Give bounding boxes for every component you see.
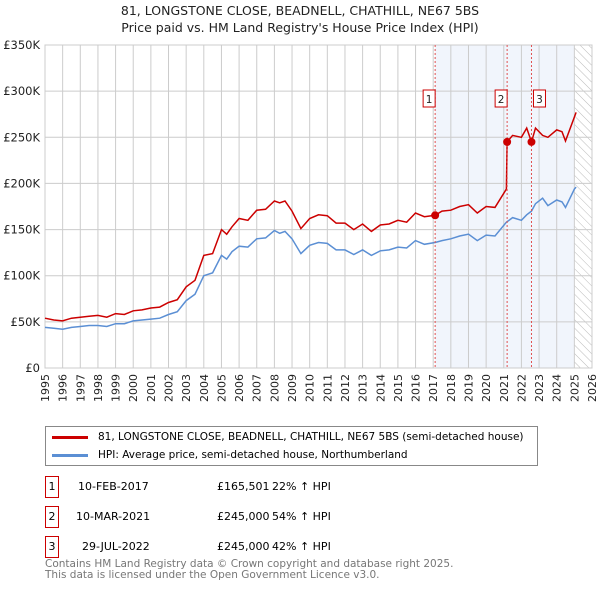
sale-marker-box xyxy=(532,89,546,108)
legend-label: HPI: Average price, semi-detached house,… xyxy=(98,449,408,461)
x-tick-label: 2011 xyxy=(321,374,334,402)
x-tick-label: 2025 xyxy=(568,374,581,402)
sale-point xyxy=(527,137,536,146)
sale-price: £165,501 xyxy=(217,480,270,493)
y-tick-label: £100K xyxy=(3,269,40,283)
table-row: 3 29-JUL-2022 £245,000 42% ↑ HPI xyxy=(45,536,545,558)
sale-marker-label: 1 xyxy=(426,94,433,106)
y-tick-label: £50K xyxy=(11,315,41,329)
x-tick-label: 2004 xyxy=(198,374,211,402)
x-tick-label: 2009 xyxy=(286,374,299,402)
x-tick-label: 2014 xyxy=(374,374,387,402)
sale-date: 29-JUL-2022 xyxy=(82,540,150,553)
x-tick-label: 2018 xyxy=(445,374,458,402)
x-tick-label: 2024 xyxy=(551,374,564,402)
y-tick-label: £350K xyxy=(3,38,40,52)
x-tick-label: 1996 xyxy=(57,374,70,402)
y-tick-label: £150K xyxy=(3,223,40,237)
property-price-line xyxy=(44,112,577,322)
footer: Contains HM Land Registry data © Crown c… xyxy=(45,559,453,581)
x-tick-label: 2016 xyxy=(410,374,423,402)
x-tick-label: 2006 xyxy=(233,374,246,402)
hatched-future xyxy=(574,45,592,368)
chart-title: 81, LONGSTONE CLOSE, BEADNELL, CHATHILL,… xyxy=(120,3,480,18)
sale-number-badge: 2 xyxy=(45,506,59,528)
y-tick-label: £300K xyxy=(3,84,40,98)
sale-number-badge: 3 xyxy=(45,536,59,558)
chart-subtitle: Price paid vs. HM Land Registry's House … xyxy=(121,20,479,35)
sale-date: 10-MAR-2021 xyxy=(76,510,151,523)
x-tick-label: 2002 xyxy=(163,374,176,402)
table-row: 2 10-MAR-2021 £245,000 54% ↑ HPI xyxy=(45,506,545,528)
sale-point xyxy=(431,211,440,220)
sale-price: £245,000 xyxy=(217,510,270,523)
legend-swatch-red xyxy=(52,435,88,439)
x-tick-label: 2000 xyxy=(127,374,140,402)
x-tick-label: 2003 xyxy=(180,374,193,402)
chart-legend: 81, LONGSTONE CLOSE, BEADNELL, CHATHILL,… xyxy=(45,426,538,466)
x-tick-label: 2019 xyxy=(462,374,475,402)
price-chart: 1995 1996 1997 1998 1999 2000 2001 2002 2003 2004… xyxy=(3,38,599,402)
y-tick-label: £250K xyxy=(3,130,40,144)
legend-swatch-blue xyxy=(52,453,88,457)
sale-marker-label: 3 xyxy=(536,94,543,106)
footer-licence: This data is licensed under the Open Gov… xyxy=(45,569,380,581)
x-tick-label: 2022 xyxy=(515,374,528,402)
table-row: 1 10-FEB-2017 £165,501 22% ↑ HPI xyxy=(45,476,545,498)
x-tick-label: 1997 xyxy=(74,374,87,402)
x-tick-label: 2023 xyxy=(533,374,546,402)
legend-label: 81, LONGSTONE CLOSE, BEADNELL, CHATHILL,… xyxy=(98,431,524,443)
y-tick-label: £200K xyxy=(3,176,40,190)
x-tick-label: 2013 xyxy=(357,374,370,402)
x-tick-label: 2010 xyxy=(304,374,317,402)
footer-copyright: Contains HM Land Registry data © Crown c… xyxy=(45,558,454,570)
x-tick-label: 2001 xyxy=(145,374,158,402)
x-tick-label: 2012 xyxy=(339,374,352,402)
plot-border xyxy=(44,44,593,369)
sale-marker-label: 2 xyxy=(498,94,505,106)
x-tick-label: 2005 xyxy=(215,374,228,402)
sale-hpi-diff: 54% ↑ HPI xyxy=(272,510,331,523)
sale-hpi-diff: 42% ↑ HPI xyxy=(272,540,331,553)
x-tick-label: 2015 xyxy=(392,374,405,402)
x-tick-label: 1999 xyxy=(110,374,123,402)
x-tick-label: 2007 xyxy=(251,374,264,402)
x-tick-label: 2020 xyxy=(480,374,493,402)
y-tick-label: £0 xyxy=(25,361,40,375)
x-tick-label: 1995 xyxy=(39,374,52,402)
sale-marker-box xyxy=(422,89,436,108)
sale-date: 10-FEB-2017 xyxy=(78,480,149,493)
sale-hpi-diff: 22% ↑ HPI xyxy=(272,480,331,493)
x-tick-label: 1998 xyxy=(92,374,105,402)
x-tick-label: 2021 xyxy=(498,374,511,402)
sale-marker-box xyxy=(494,89,508,108)
x-tick-label: 2026 xyxy=(586,374,599,402)
sale-point xyxy=(503,137,512,146)
hpi-line xyxy=(44,186,577,330)
legend-item-property: 81, LONGSTONE CLOSE, BEADNELL, CHATHILL,… xyxy=(52,429,524,445)
sale-price: £245,000 xyxy=(217,540,270,553)
x-tick-label: 2017 xyxy=(427,374,440,402)
sale-number-badge: 1 xyxy=(45,476,59,498)
x-tick-label: 2008 xyxy=(268,374,281,402)
legend-item-hpi: HPI: Average price, semi-detached house,… xyxy=(52,447,408,463)
